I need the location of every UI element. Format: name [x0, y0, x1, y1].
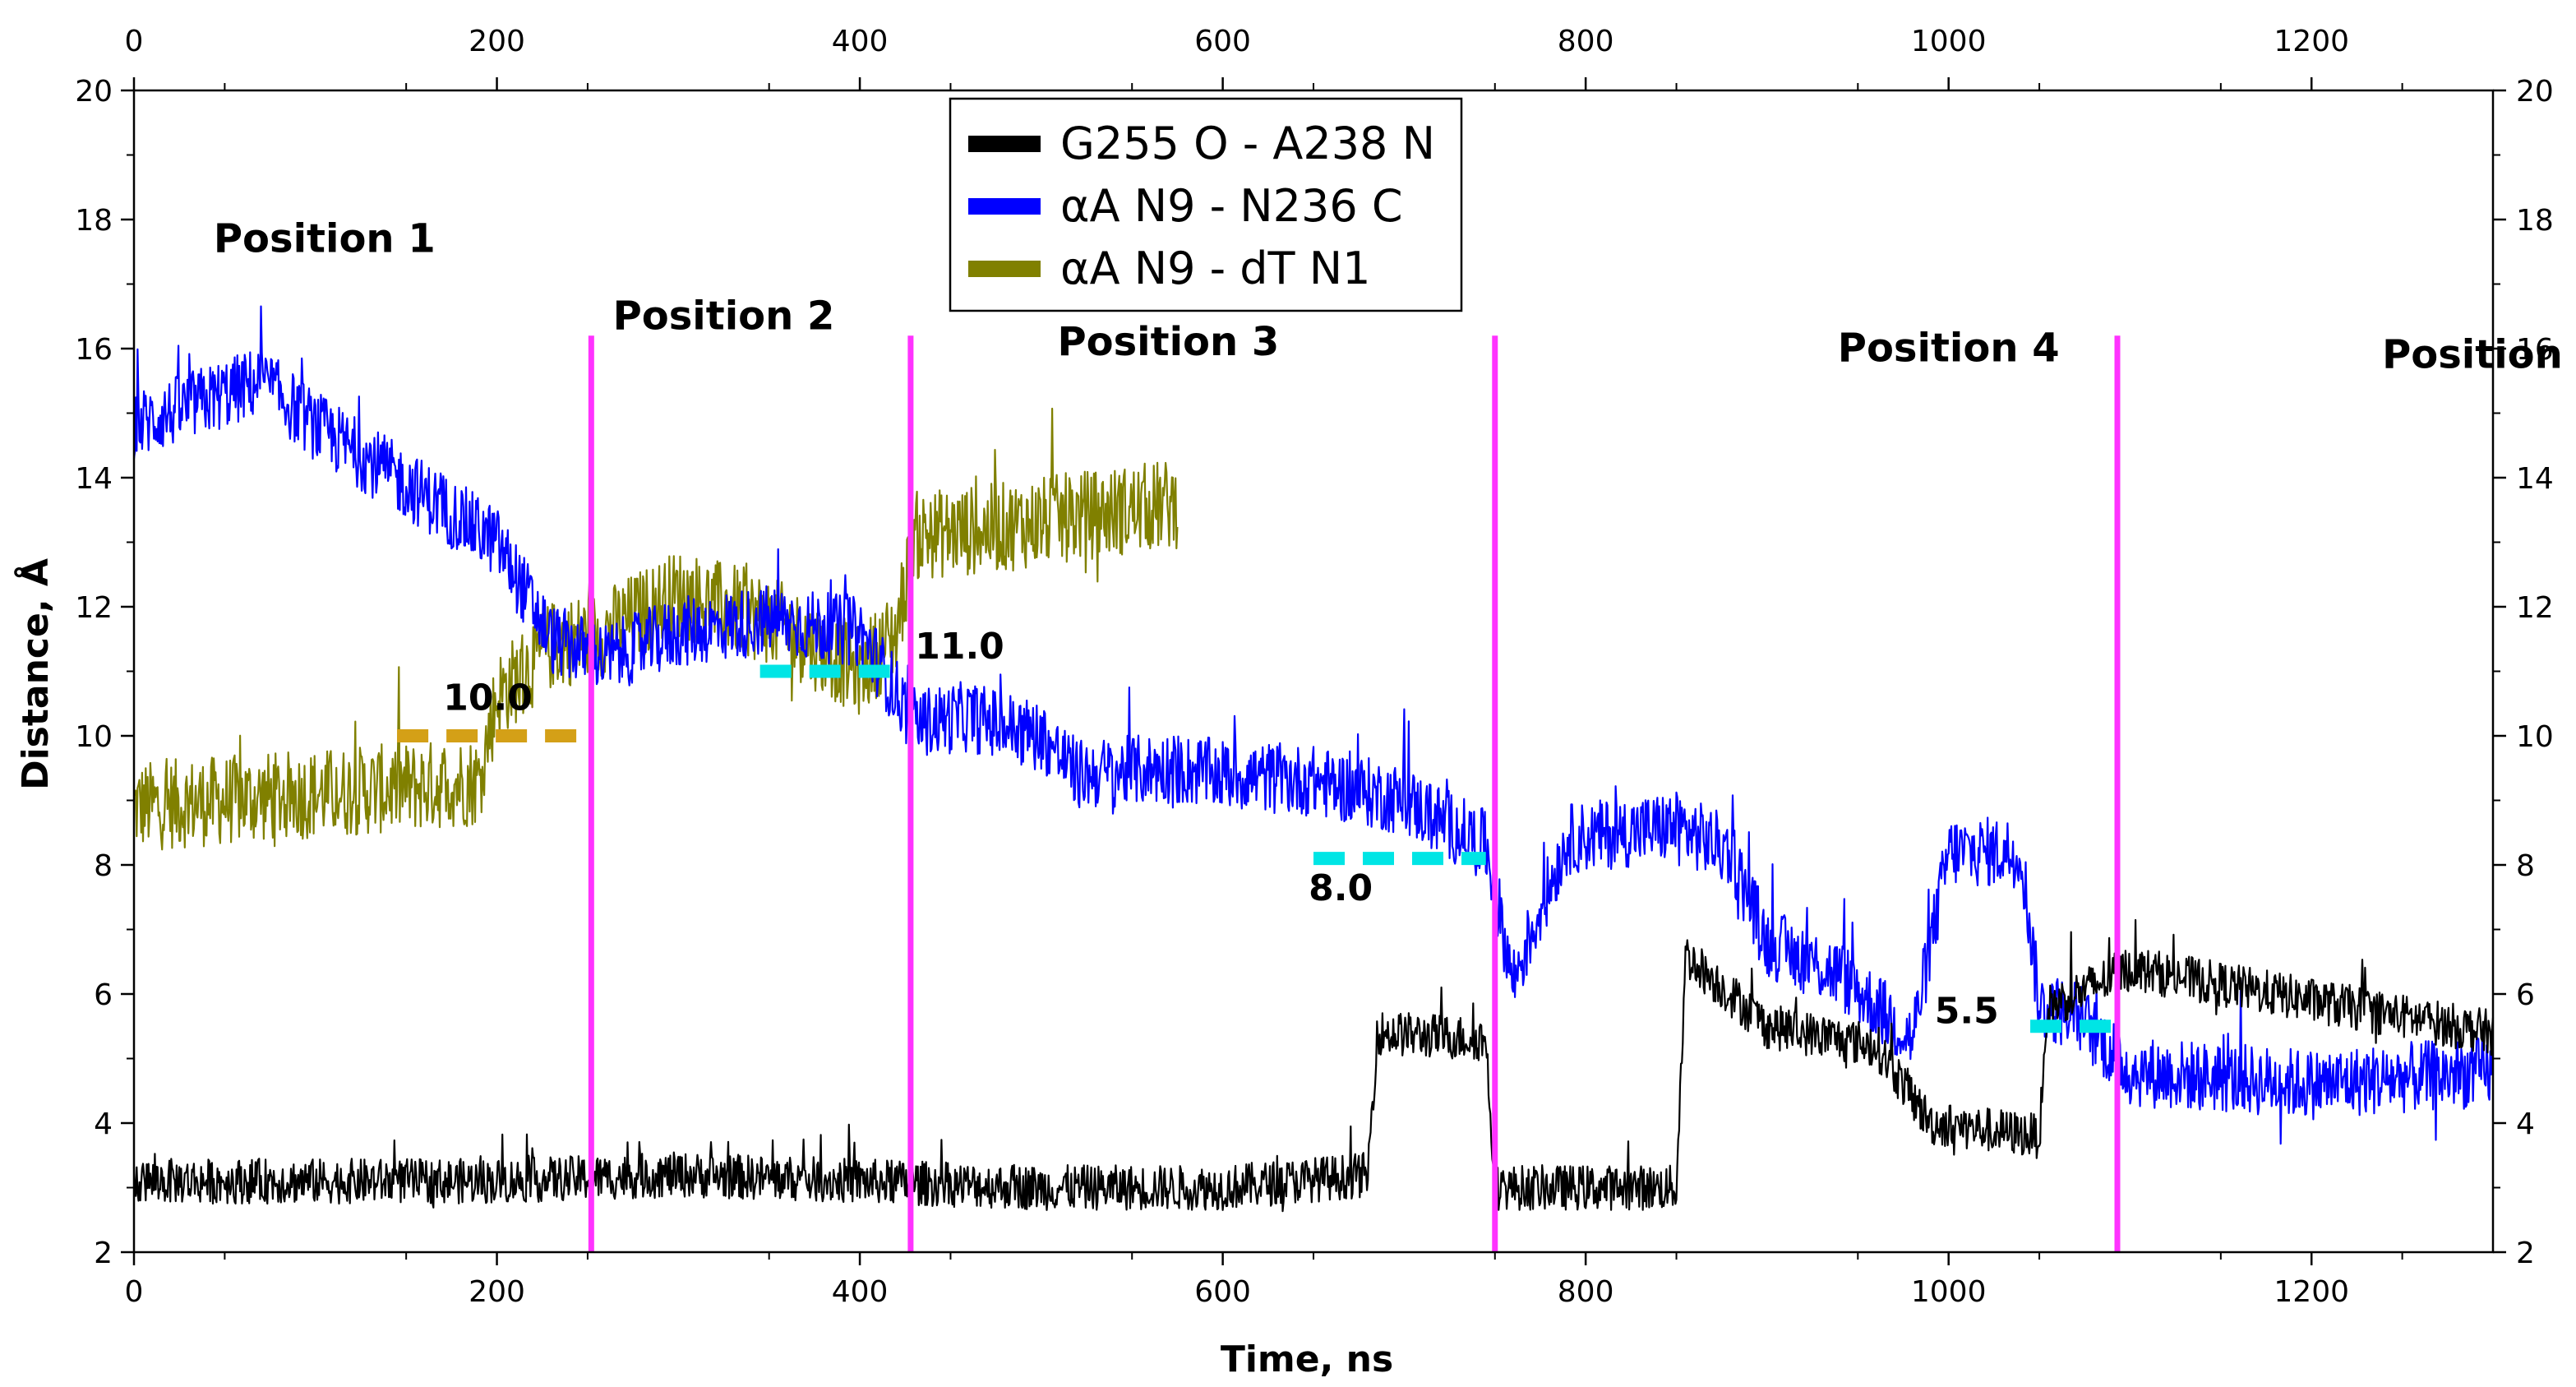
- series-line: [132, 918, 2495, 1213]
- x-tick-label-top: 400: [832, 25, 889, 58]
- dashed-marker-label: 5.5: [1935, 990, 1999, 1032]
- position-label: Position 3: [1057, 319, 1279, 365]
- y-tick-label-left: 16: [75, 333, 113, 367]
- y-tick-label-right: 12: [2516, 591, 2554, 625]
- dashed-markers: 10.0 11.0 8.0 5.5: [397, 626, 2112, 1033]
- position-label: Position 5: [2382, 332, 2576, 378]
- x-tick-label-top: 0: [125, 25, 144, 58]
- y-tick-label-right: 10: [2516, 720, 2554, 754]
- x-tick-label-bottom: 800: [1558, 1275, 1614, 1309]
- legend-swatch-black: [968, 136, 1041, 152]
- y-tick-label-left: 14: [75, 462, 113, 496]
- y-tick-label-left: 20: [75, 75, 113, 109]
- x-tick-label-top: 600: [1194, 25, 1251, 58]
- y-axis-title: Distance, Å: [13, 558, 57, 790]
- y-tick-label-left: 6: [94, 978, 113, 1012]
- dashed-marker-label: 10.0: [443, 677, 533, 719]
- legend-swatch-blue: [968, 198, 1041, 215]
- x-tick-label-bottom: 200: [469, 1275, 525, 1309]
- y-tick-label-right: 4: [2516, 1107, 2535, 1141]
- y-tick-label-left: 10: [75, 720, 113, 754]
- legend: G255 O - A238 N αA N9 - N236 C αA N9 - d…: [949, 97, 1463, 312]
- y-tick-label-right: 6: [2516, 978, 2535, 1012]
- x-tick-label-top: 1200: [2274, 25, 2349, 58]
- y-tick-label-right: 20: [2516, 75, 2554, 109]
- x-tick-label-top: 200: [469, 25, 525, 58]
- legend-swatch-olive: [968, 261, 1041, 277]
- dashed-marker-label: 11.0: [915, 626, 1004, 668]
- position-label: Position 2: [613, 293, 835, 339]
- y-tick-label-right: 14: [2516, 462, 2554, 496]
- x-tick-label-bottom: 600: [1194, 1275, 1251, 1309]
- y-tick-label-right: 18: [2516, 204, 2554, 238]
- y-tick-label-right: 2: [2516, 1237, 2535, 1270]
- dashed-marker-label: 8.0: [1309, 867, 1373, 909]
- x-tick-label-bottom: 1200: [2274, 1275, 2349, 1309]
- legend-label-black: G255 O - A238 N: [1060, 118, 1435, 169]
- axes: 0 0 200 200 400 400 600 600 800 800 1000 1000 1200 12…: [75, 25, 2554, 1309]
- position-label: Position 1: [214, 215, 436, 261]
- y-tick-label-left: 8: [94, 849, 113, 883]
- x-axis-title: Time, ns: [1221, 1338, 1393, 1380]
- x-tick-label-top: 800: [1558, 25, 1614, 58]
- position-label: Position 4: [1838, 326, 2060, 372]
- y-tick-label-left: 4: [94, 1107, 113, 1141]
- legend-label-blue: αA N9 - N236 C: [1060, 180, 1403, 232]
- x-tick-label-bottom: 0: [125, 1275, 144, 1309]
- y-tick-label-left: 12: [75, 591, 113, 625]
- y-tick-label-left: 18: [75, 204, 113, 238]
- x-tick-label-bottom: 400: [832, 1275, 889, 1309]
- legend-label-olive: αA N9 - dT N1: [1060, 243, 1370, 294]
- series-line: [133, 407, 1179, 851]
- x-tick-label-bottom: 1000: [1911, 1275, 1987, 1309]
- y-tick-label-right: 16: [2516, 333, 2554, 367]
- y-tick-label-right: 8: [2516, 849, 2535, 883]
- x-tick-label-top: 1000: [1911, 25, 1987, 58]
- position-boundaries: [588, 335, 2121, 1252]
- y-tick-label-left: 2: [94, 1237, 113, 1270]
- position-labels: Position 1 Position 2 Position 3 Position 4…: [214, 215, 2576, 377]
